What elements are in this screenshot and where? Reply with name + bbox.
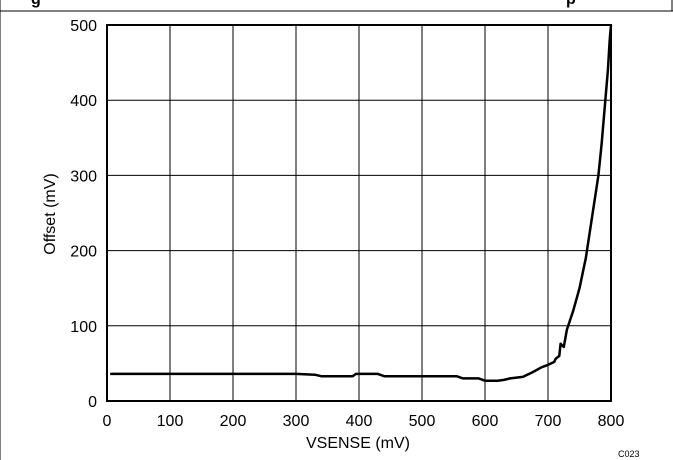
caption-fragment-left: g <box>31 0 41 8</box>
x-tick-label: 100 <box>157 413 184 430</box>
x-tick-label: 300 <box>283 413 310 430</box>
x-tick-label: 700 <box>535 413 562 430</box>
x-tick-label: 200 <box>220 413 247 430</box>
x-tick-label: 0 <box>103 413 112 430</box>
y-axis-title: Offset (mV) <box>42 173 59 255</box>
x-tick-label: 500 <box>409 413 436 430</box>
y-tick-label: 300 <box>70 168 97 185</box>
y-tick-label: 100 <box>70 319 97 336</box>
figure-code: C023 <box>618 449 640 459</box>
y-tick-label: 0 <box>88 394 97 411</box>
y-tick-label: 400 <box>70 93 97 110</box>
y-tick-label: 500 <box>70 18 97 35</box>
x-tick-label: 400 <box>346 413 373 430</box>
caption-fragment-right: p <box>566 0 576 8</box>
caption-band <box>0 0 673 11</box>
grid <box>107 25 611 401</box>
series-line <box>110 24 613 382</box>
x-tick-label: 800 <box>598 413 625 430</box>
y-tick-label: 200 <box>70 244 97 261</box>
tick-labels: 0 100 200 300 400 500 600 700 800 0 100 200 300 400 50… <box>70 18 624 430</box>
plot-area <box>106 24 612 402</box>
x-axis-title: VSENSE (mV) <box>306 435 410 452</box>
x-tick-label: 600 <box>472 413 499 430</box>
